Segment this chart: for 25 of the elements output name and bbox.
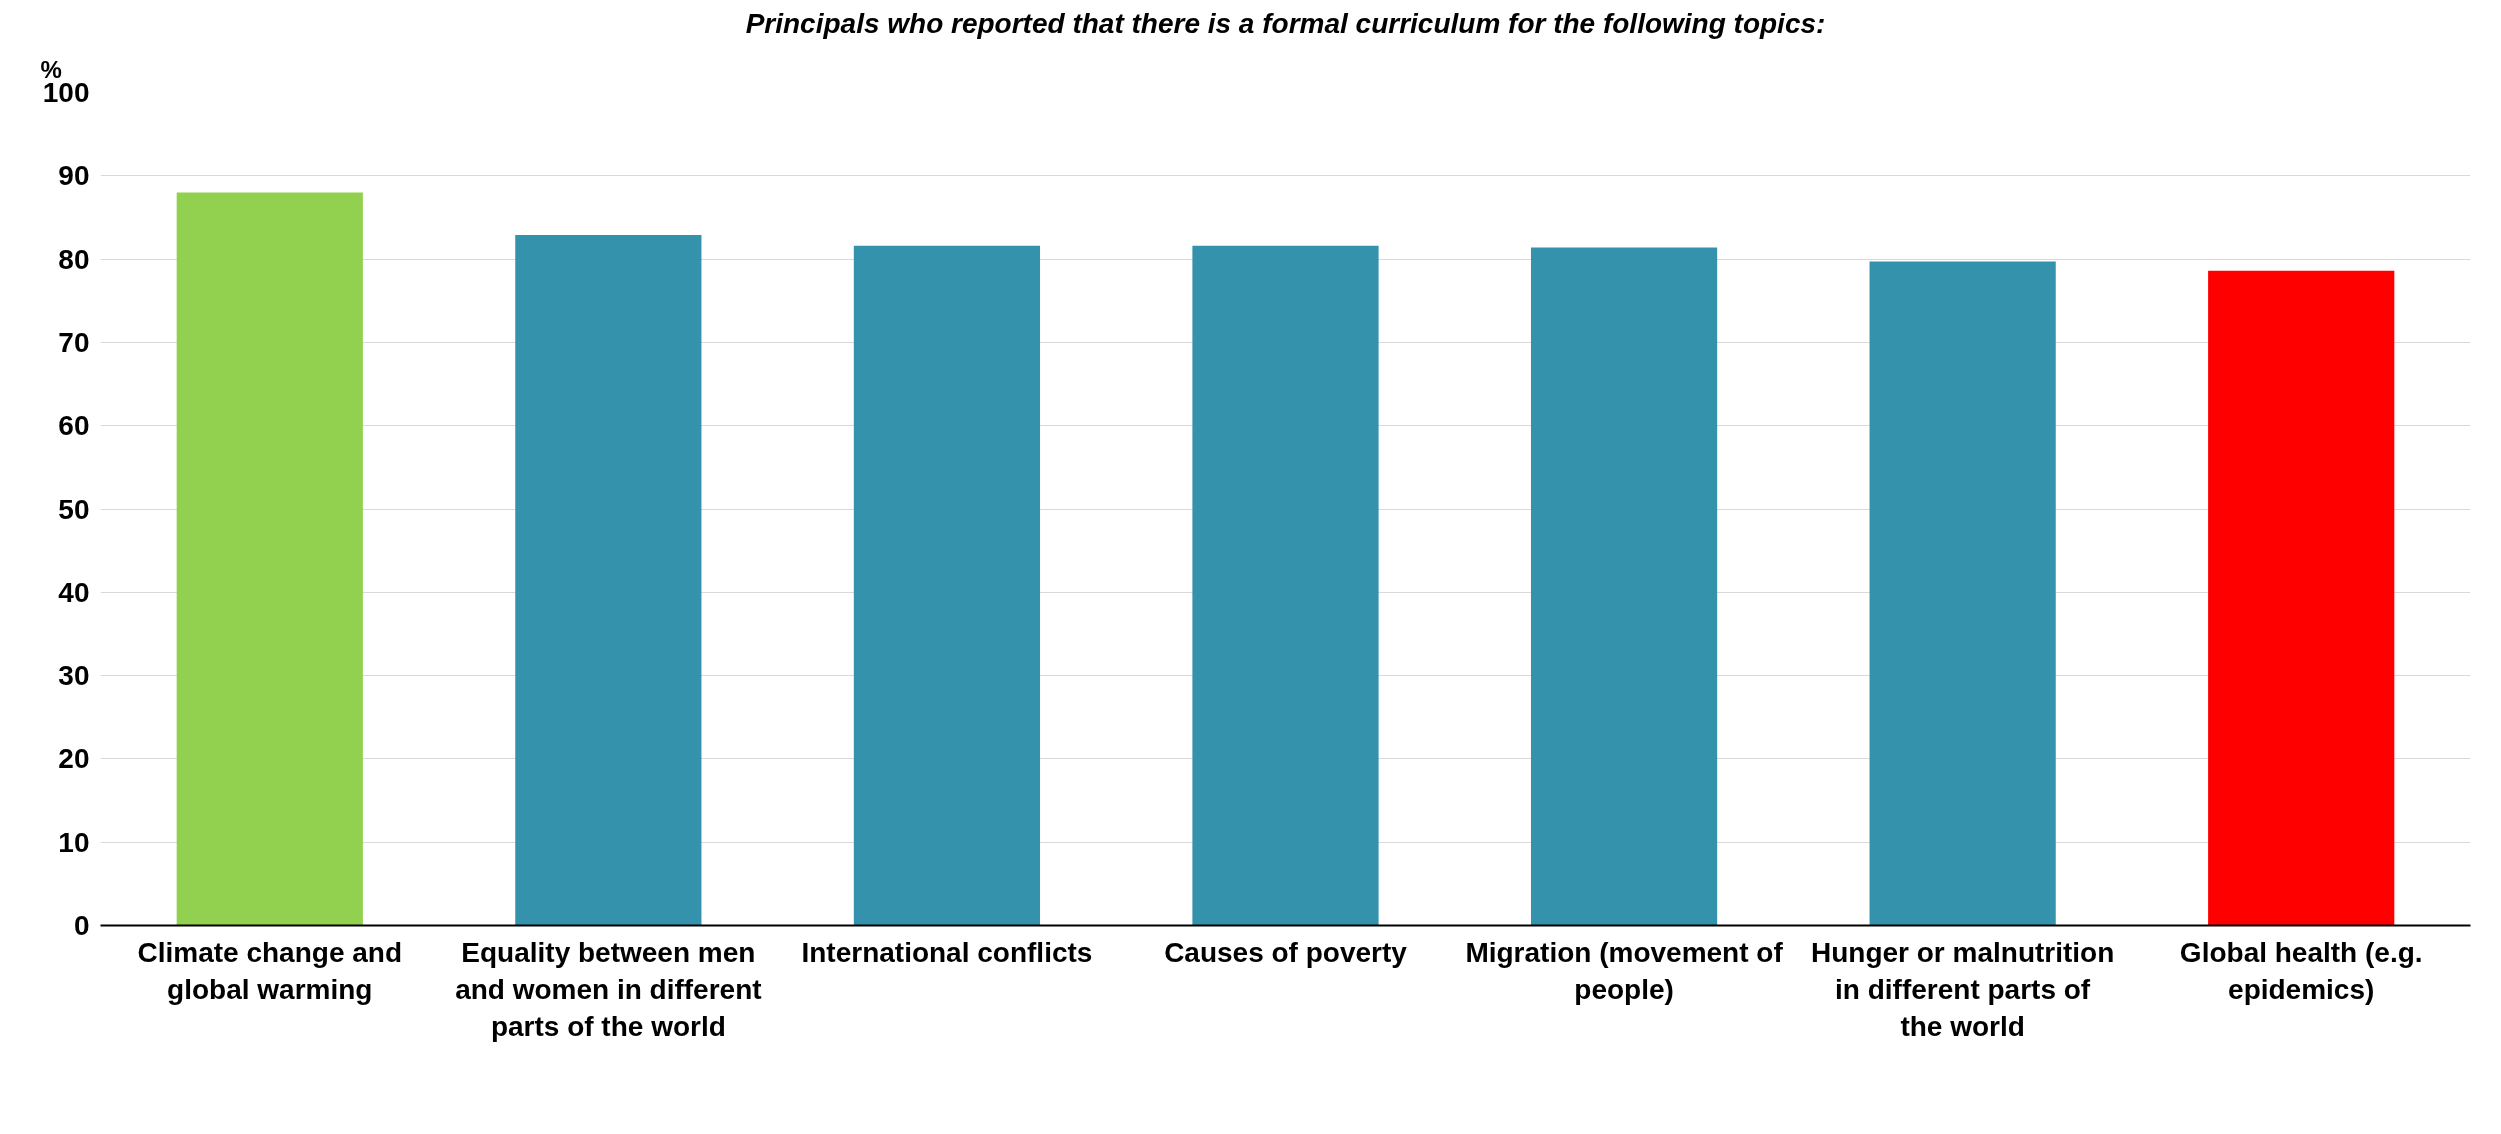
y-tick-label: 70: [58, 326, 90, 358]
x-tick-label: Equality between men and women in different parts of the world: [455, 936, 762, 1042]
y-tick-label: 90: [58, 160, 90, 192]
x-tick-label: Migration (movement of people): [1465, 936, 1784, 1005]
x-tick-label: International conflicts: [801, 936, 1093, 968]
x-tick-label: Hunger or malnutrition in different parts of the world: [1810, 936, 2115, 1042]
x-tick-label: Causes of poverty: [1164, 936, 1408, 968]
y-tick-label: 20: [58, 743, 90, 775]
chart-title: Principals who reported that there is a formal curriculum for the following topics:: [745, 7, 1826, 39]
bar: [515, 234, 702, 926]
y-tick-label: 0: [73, 910, 90, 941]
y-tick-label: 50: [58, 493, 90, 525]
bar: [2208, 270, 2395, 926]
y-tick-label: 30: [58, 660, 90, 692]
bar: [1530, 247, 1718, 926]
x-tick-label: Climate change and global warming: [137, 936, 403, 1005]
bar: [1192, 245, 1379, 926]
x-tick-label: Global health (e.g. epidemics): [2179, 936, 2423, 1005]
y-tick-label: 60: [58, 410, 90, 442]
y-tick-label: 80: [58, 243, 90, 275]
y-tick-label: 10: [58, 826, 90, 858]
bar: [1869, 261, 2056, 926]
bar: [853, 245, 1041, 926]
y-tick-label: 40: [58, 576, 90, 608]
bar: [176, 192, 363, 926]
